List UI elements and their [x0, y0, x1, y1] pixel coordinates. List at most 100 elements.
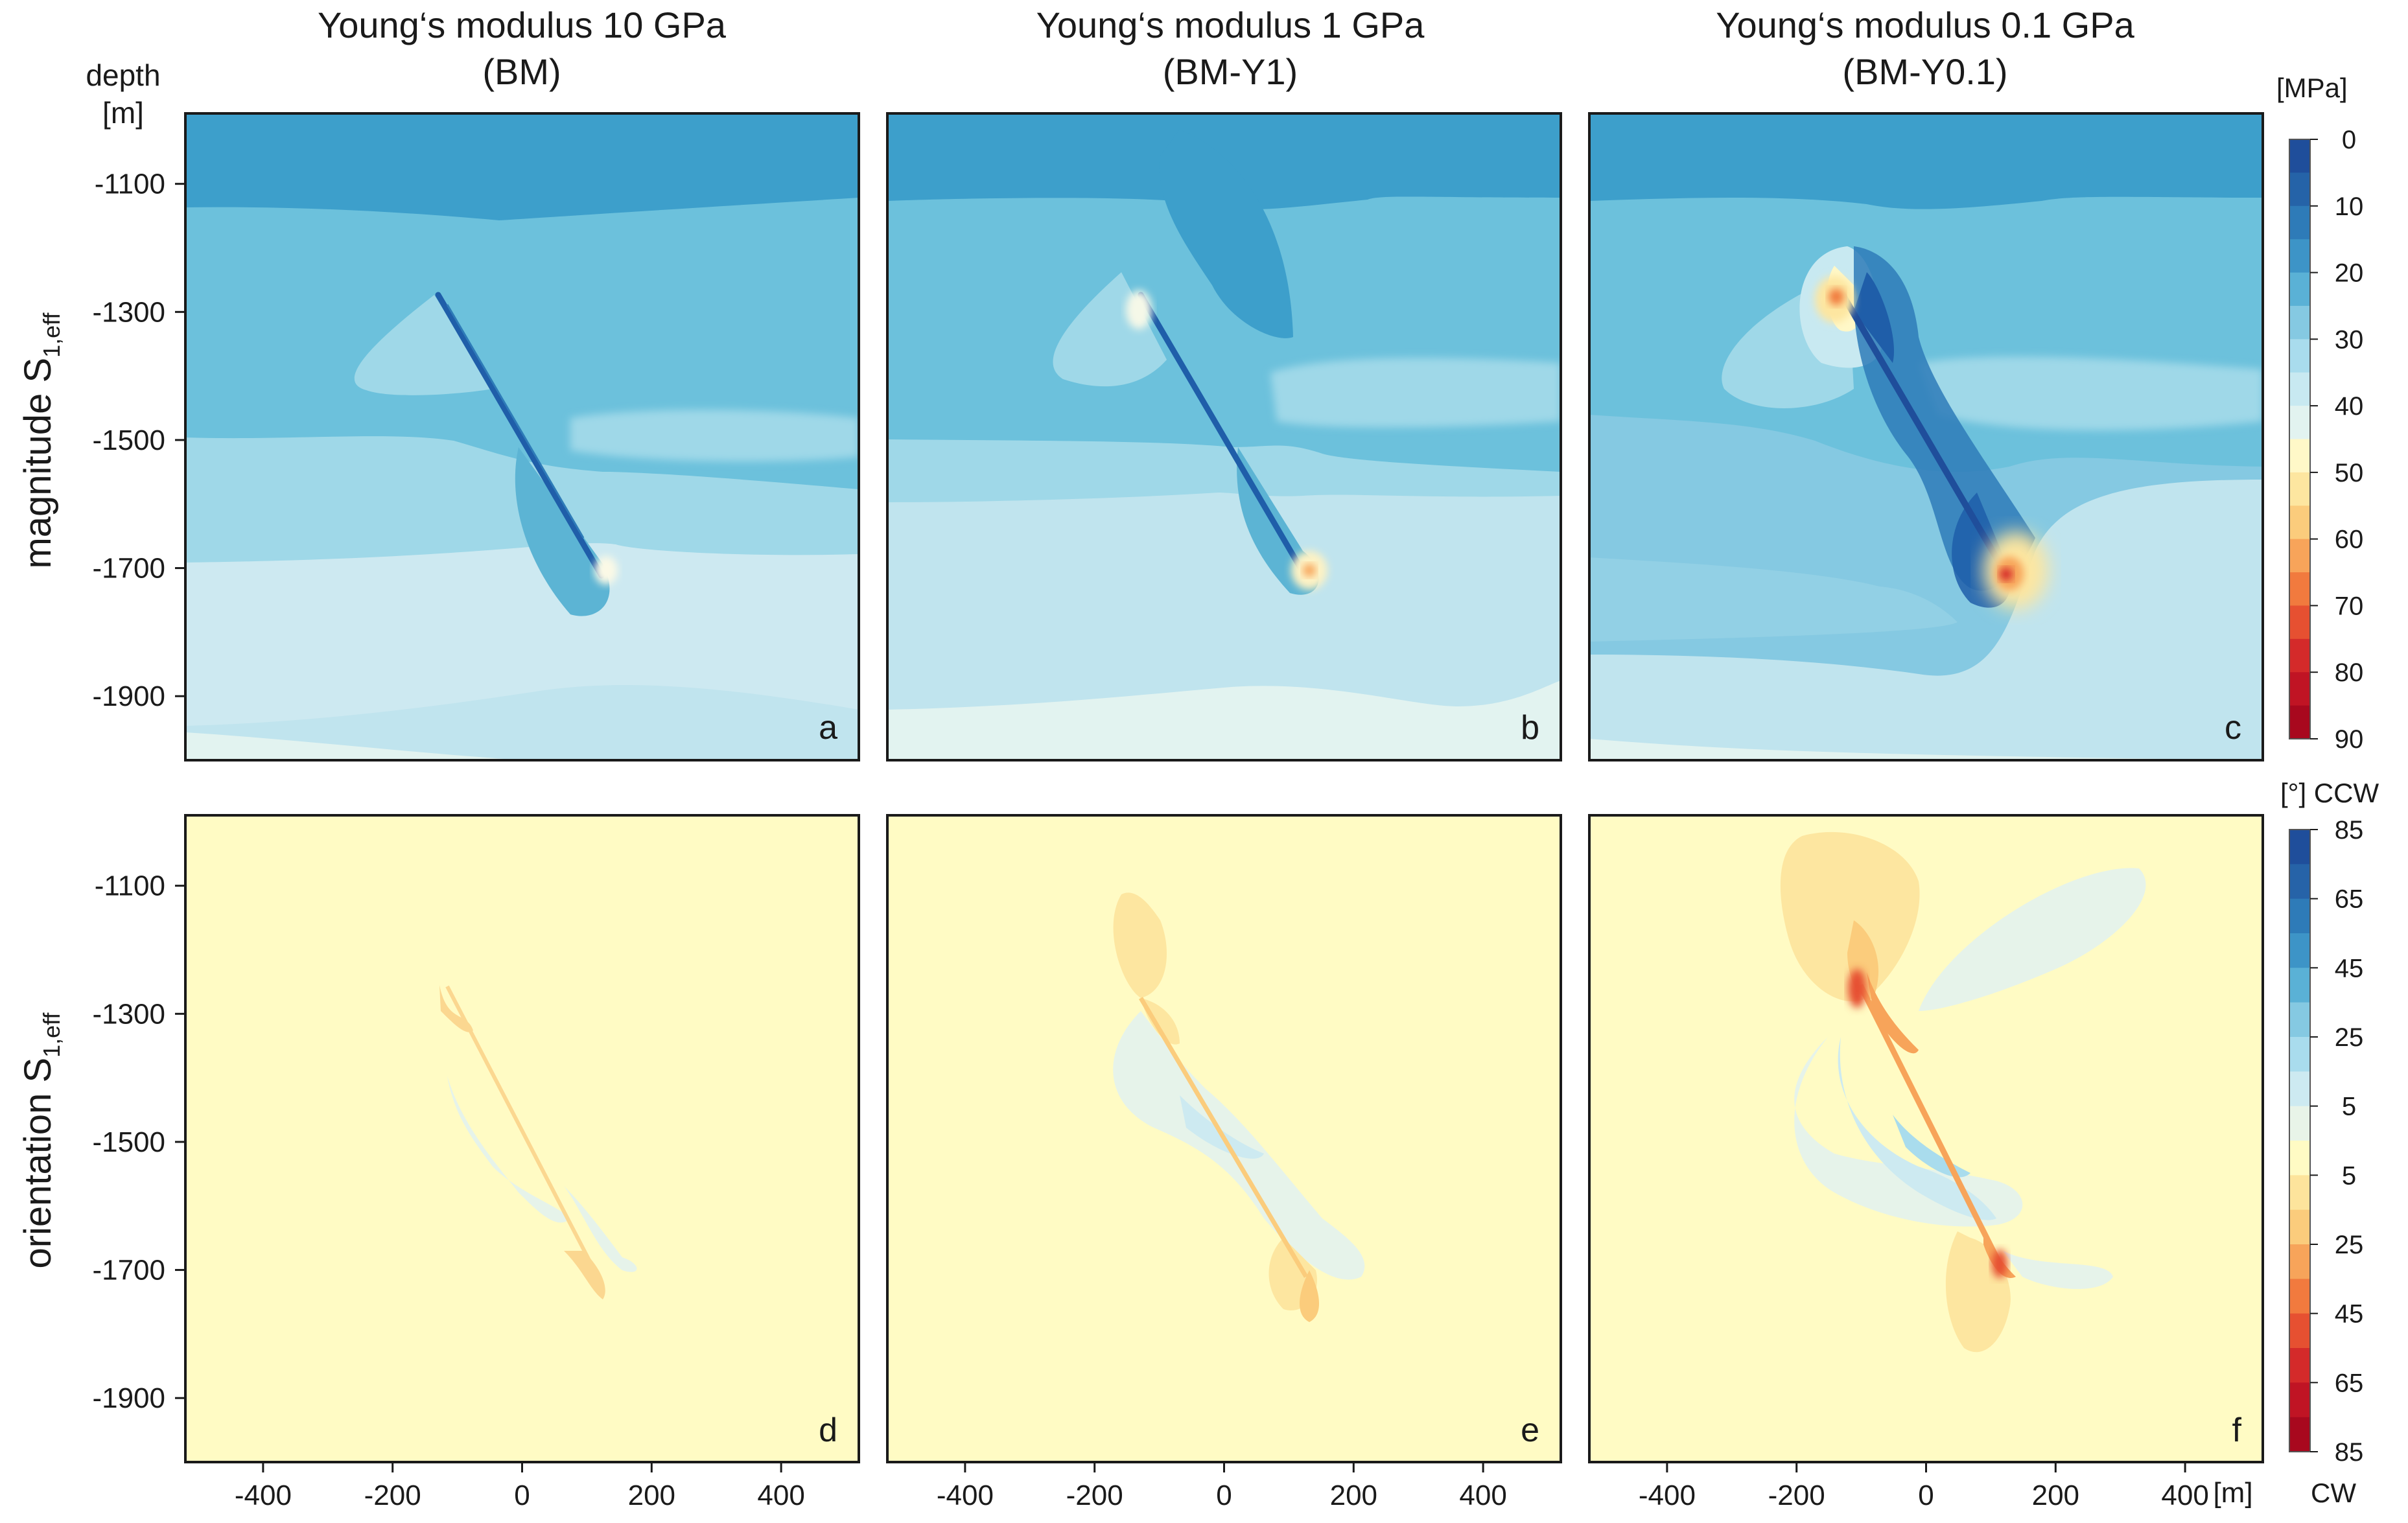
- x-tick-label: 0: [1216, 1480, 1232, 1511]
- colorbar-swatch: [2289, 472, 2310, 506]
- panel-f-frame: [1588, 814, 2264, 1463]
- colorbar-tick-label: 45: [2335, 954, 2364, 982]
- colorbar-swatch: [2289, 1106, 2310, 1141]
- y-tick-label: -1900: [92, 680, 165, 712]
- panel-e: [887, 815, 1561, 1462]
- panel-letter-a: a: [819, 709, 837, 747]
- x-tick-label: 200: [2032, 1480, 2079, 1511]
- column-subtitle-2: (BM-Y1): [1163, 51, 1298, 92]
- panel-a: [185, 113, 859, 760]
- y-tick-label: -1700: [92, 1255, 165, 1286]
- panel-letter-f: f: [2232, 1412, 2242, 1449]
- colorbar-frame: [2289, 139, 2311, 739]
- y-tick-label: -1900: [92, 1382, 165, 1414]
- y-tick-label: -1100: [95, 169, 165, 200]
- colorbar-swatch: [2289, 933, 2310, 968]
- colorbar-swatch: [2289, 1141, 2310, 1176]
- colorbar-tick-label: 50: [2335, 459, 2364, 487]
- y-tick-label: -1700: [92, 553, 165, 585]
- colorbar-swatch: [2289, 1037, 2310, 1072]
- colorbar-swatch: [2289, 705, 2310, 739]
- x-tick-label: -200: [1066, 1480, 1123, 1511]
- colorbar-swatch: [2289, 339, 2310, 373]
- colorbar-tick-label: 25: [2335, 1231, 2364, 1259]
- colorbar-tick-label: 80: [2335, 658, 2364, 687]
- colorbar-tick-label: 30: [2335, 325, 2364, 354]
- x-tick-label: -400: [937, 1480, 994, 1511]
- y-tick-label: -1500: [92, 424, 165, 456]
- x-tick-label: 400: [757, 1480, 804, 1511]
- colorbar-swatch: [2289, 1175, 2310, 1211]
- colorbar-magnitude-unit: [MPa]: [2276, 73, 2348, 103]
- panel-b: [887, 113, 1561, 760]
- colorbar-swatch: [2289, 672, 2310, 706]
- colorbar-tick-label: 5: [2342, 1093, 2356, 1121]
- colorbar-magnitude: [2289, 139, 2311, 739]
- x-axis-unit: [m]: [2213, 1477, 2252, 1509]
- panel-f: [1589, 815, 2263, 1462]
- panel-letter-c: c: [2225, 709, 2241, 747]
- colorbar-swatch: [2289, 572, 2310, 606]
- x-tick-labels: -400 -200 0 200 400 -400 -200 0 200 400 -400 -200 0 2…: [235, 1462, 2209, 1511]
- colorbar-tick-label: 70: [2335, 592, 2364, 620]
- x-tick-label: -400: [1639, 1480, 1696, 1511]
- x-tick-label: -200: [1768, 1480, 1825, 1511]
- colorbar-swatch: [2289, 1071, 2310, 1107]
- colorbar-tick-label: 65: [2335, 1369, 2364, 1397]
- panel-letter-b: b: [1521, 709, 1539, 747]
- y-tick-labels: -1100 -1300 -1500 -1700 -1900 -1100 -1300 -1500…: [92, 169, 185, 1414]
- panel-a-frame: [184, 112, 860, 761]
- column-title-1: Young‘s modulus 10 GPa: [318, 5, 727, 45]
- y-axis-label-depth: depth: [86, 58, 160, 92]
- panel-c: [1589, 113, 2263, 760]
- panel-letter-e: e: [1521, 1412, 1539, 1449]
- panel-e-frame: [886, 814, 1562, 1463]
- colorbar-swatch: [2289, 1244, 2310, 1279]
- colorbar-tick-label: 25: [2335, 1023, 2364, 1052]
- colorbar-tick-label: 85: [2335, 1438, 2364, 1467]
- colorbar-magnitude-ticks: 0 10 20 30 40 50 60 70 80 90: [2310, 126, 2363, 754]
- x-tick-label: 200: [1330, 1480, 1377, 1511]
- panel-b-frame: [886, 112, 1562, 761]
- y-axis-label-unit: [m]: [102, 96, 144, 130]
- colorbar-tick-label: 65: [2335, 885, 2364, 914]
- colorbar-tick-label: 40: [2335, 392, 2364, 421]
- colorbar-swatch: [2289, 1002, 2310, 1038]
- x-tick-label: -400: [235, 1480, 292, 1511]
- panel-d-frame: [184, 814, 860, 1463]
- row-label-magnitude: magnitude S1,eff: [17, 312, 65, 568]
- colorbar-swatch: [2289, 1209, 2310, 1245]
- y-tick-label: -1500: [92, 1126, 165, 1158]
- colorbar-swatch: [2289, 139, 2310, 173]
- x-tick-label: 400: [2161, 1480, 2208, 1511]
- colorbar-swatch: [2289, 239, 2310, 273]
- colorbar-swatch: [2289, 205, 2310, 240]
- colorbar-swatch: [2289, 605, 2310, 640]
- colorbar-tick-label: 5: [2342, 1161, 2356, 1190]
- colorbar-tick-label: 85: [2335, 816, 2364, 844]
- panel-d: [185, 815, 859, 1462]
- colorbar-swatch: [2289, 1417, 2310, 1452]
- colorbar-orientation-ticks: 85 65 45 25 5 5 25 45 65 85: [2310, 816, 2363, 1467]
- y-tick-label: -1100: [95, 870, 165, 902]
- y-tick-label: -1300: [92, 296, 165, 328]
- colorbar-swatch: [2289, 439, 2310, 473]
- colorbar-swatch: [2289, 539, 2310, 573]
- colorbar-swatch: [2289, 272, 2310, 307]
- row-label-orientation: orientation S1,eff: [17, 1012, 65, 1268]
- colorbar-tick-label: 90: [2335, 725, 2364, 754]
- colorbar-swatch: [2289, 1279, 2310, 1314]
- x-tick-label: 0: [1918, 1480, 1934, 1511]
- colorbar-tick-label: 45: [2335, 1300, 2364, 1329]
- colorbar-orientation-unit-top: [°] CCW: [2280, 778, 2379, 808]
- colorbar-swatch: [2289, 638, 2310, 673]
- colorbar-frame: [2289, 829, 2311, 1452]
- colorbar-swatch: [2289, 172, 2310, 207]
- colorbar-swatch: [2289, 1313, 2310, 1349]
- colorbar-swatch: [2289, 898, 2310, 934]
- colorbar-swatch: [2289, 506, 2310, 540]
- colorbar-swatch: [2289, 372, 2310, 406]
- colorbar-orientation: [2289, 829, 2311, 1452]
- colorbar-swatch: [2289, 864, 2310, 900]
